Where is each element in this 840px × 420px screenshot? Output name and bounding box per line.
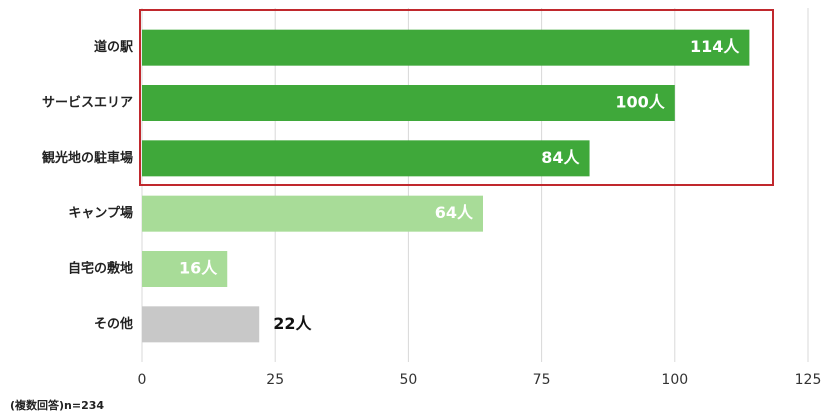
value-label: 16人 — [179, 259, 218, 278]
x-tick-label: 0 — [138, 372, 147, 388]
bar — [142, 29, 750, 66]
y-tick-label: 観光地の駐車場 — [41, 150, 133, 166]
value-label: 114人 — [690, 37, 740, 56]
bar — [142, 195, 483, 232]
x-tick-label: 75 — [533, 372, 551, 388]
bar — [142, 140, 590, 177]
value-label: 100人 — [615, 93, 665, 112]
y-tick-label: その他 — [94, 316, 133, 332]
x-tick-label: 25 — [266, 372, 284, 388]
bar — [142, 306, 260, 343]
y-tick-label: サービスエリア — [42, 95, 133, 111]
value-label: 22人 — [273, 314, 312, 333]
highlight-box — [139, 9, 774, 186]
x-tick-label: 50 — [399, 372, 417, 388]
bar — [142, 85, 675, 121]
value-label: 84人 — [541, 148, 580, 167]
x-tick-label: 100 — [661, 372, 688, 388]
value-label: 64人 — [435, 203, 474, 222]
y-tick-label: キャンプ場 — [68, 205, 133, 221]
note: (複数回答)n=234 — [10, 398, 104, 412]
y-tick-label: 道の駅 — [94, 39, 134, 55]
x-tick-label: 125 — [795, 372, 822, 388]
bar — [142, 251, 228, 287]
y-tick-label: 自宅の敷地 — [68, 261, 133, 277]
